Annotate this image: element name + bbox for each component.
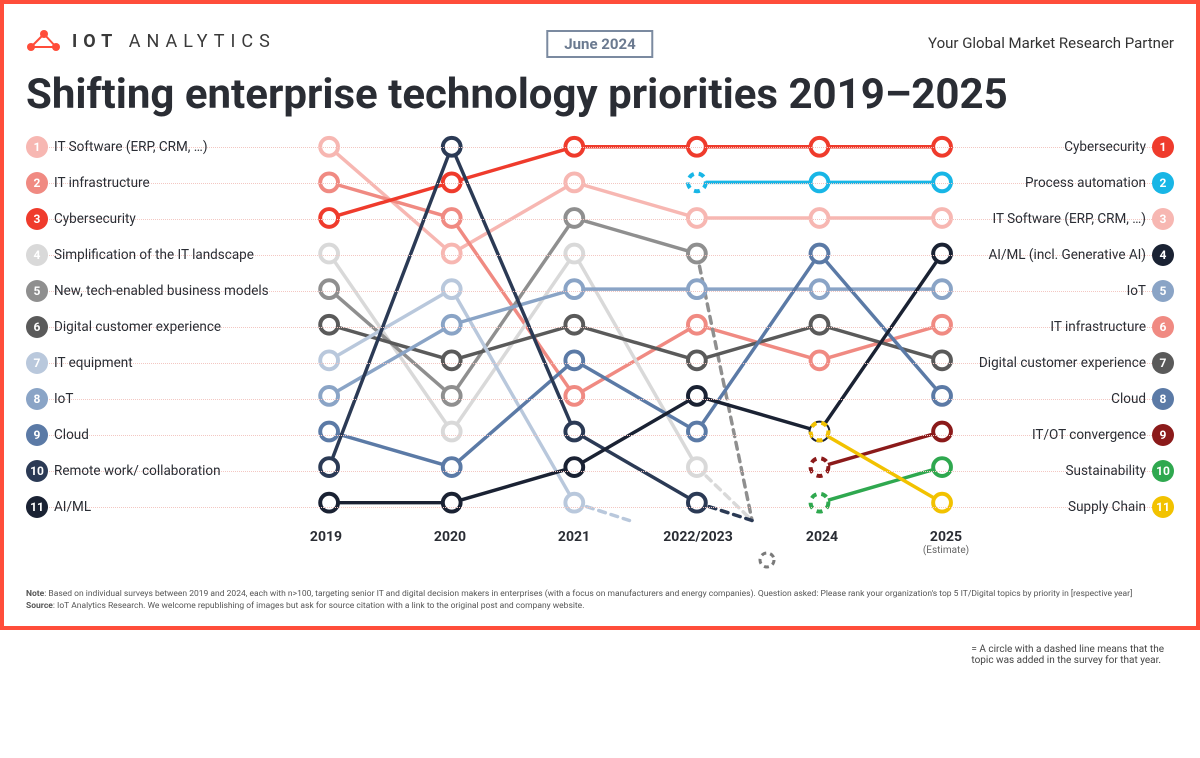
rank-label: IT Software (ERP, CRM, …)	[992, 211, 1146, 227]
left-rank-4: 4 Simplification of the IT landscape	[26, 244, 254, 266]
right-rank-3: 3 IT Software (ERP, CRM, …)	[992, 208, 1174, 230]
rank-badge: 2	[26, 172, 48, 194]
rank-label: IT/OT convergence	[1032, 427, 1146, 443]
rank-badge: 1	[1152, 136, 1174, 158]
rank-label: IT infrastructure	[1050, 319, 1146, 335]
x-label-2019: 2019	[310, 529, 342, 545]
rank-badge: 4	[26, 244, 48, 266]
logo-mark-icon	[24, 28, 62, 54]
rank-badge: 10	[26, 460, 48, 482]
rank-badge: 7	[26, 352, 48, 374]
x-label-2020: 2020	[434, 529, 466, 545]
rank-badge: 3	[26, 208, 48, 230]
rank-badge: 8	[26, 388, 48, 410]
logo-text-light: ANALYTICS	[118, 31, 276, 52]
gridline	[26, 399, 1174, 400]
right-rank-7: 7 Digital customer experience	[979, 352, 1174, 374]
left-rank-11: 11 AI/ML	[26, 496, 91, 518]
rank-badge: 1	[26, 136, 48, 158]
rank-label: Process automation	[1025, 175, 1146, 191]
rank-label: Cybersecurity	[1064, 139, 1146, 155]
x-label-2022/2023: 2022/2023	[663, 529, 732, 545]
right-rank-1: 1 Cybersecurity	[1064, 136, 1174, 158]
rank-badge: 6	[26, 316, 48, 338]
right-rank-9: 9 IT/OT convergence	[1032, 424, 1174, 446]
rank-label: New, tech-enabled business models	[54, 283, 269, 299]
rank-label: IoT	[1127, 283, 1146, 299]
rank-label: Cybersecurity	[54, 211, 136, 227]
right-rank-8: 8 Cloud	[1111, 388, 1174, 410]
page-title: Shifting enterprise technology prioritie…	[26, 70, 1008, 119]
rank-badge: 11	[26, 496, 48, 518]
left-rank-3: 3 Cybersecurity	[26, 208, 136, 230]
rank-badge: 11	[1152, 496, 1174, 518]
rank-badge: 2	[1152, 172, 1174, 194]
rank-badge: 9	[26, 424, 48, 446]
left-rank-9: 9 Cloud	[26, 424, 89, 446]
rank-label: IT infrastructure	[54, 175, 150, 191]
left-rank-10: 10 Remote work/ collaboration	[26, 460, 221, 482]
note-text: : Based on individual surveys between 20…	[44, 589, 1132, 599]
rank-badge: 7	[1152, 352, 1174, 374]
rank-label: IoT	[54, 391, 73, 407]
rank-label: IT Software (ERP, CRM, …)	[54, 139, 208, 155]
right-rank-6: 6 IT infrastructure	[1050, 316, 1174, 338]
source-label: Source	[26, 601, 53, 611]
rank-label: Supply Chain	[1068, 499, 1146, 515]
source-text: : IoT Analytics Research. We welcome rep…	[53, 601, 585, 611]
left-rank-2: 2 IT infrastructure	[26, 172, 150, 194]
bump-chart: 1 IT Software (ERP, CRM, …) 2 IT infrastruc…	[26, 128, 1174, 562]
right-rank-4: 4 AI/ML (incl. Generative AI)	[988, 244, 1174, 266]
x-label-2024: 2024	[806, 529, 838, 545]
x-label-2021: 2021	[558, 529, 590, 545]
right-rank-10: 10 Sustainability	[1066, 460, 1175, 482]
rank-badge: 9	[1152, 424, 1174, 446]
right-rank-2: 2 Process automation	[1025, 172, 1174, 194]
rank-label: Cloud	[54, 427, 89, 443]
footer-notes: Note: Based on individual surveys betwee…	[26, 589, 1174, 612]
chart-card: { "brand": { "name_bold": "IOT", "name_l…	[0, 0, 1200, 630]
right-rank-11: 11 Supply Chain	[1068, 496, 1174, 518]
left-rank-8: 8 IoT	[26, 388, 73, 410]
tagline: Your Global Market Research Partner	[928, 34, 1174, 52]
rank-label: Digital customer experience	[54, 319, 221, 335]
rank-label: AI/ML (incl. Generative AI)	[988, 247, 1146, 263]
right-rank-5: 5 IoT	[1127, 280, 1174, 302]
rank-badge: 4	[1152, 244, 1174, 266]
rank-badge: 5	[26, 280, 48, 302]
left-rank-7: 7 IT equipment	[26, 352, 133, 374]
gridline	[26, 435, 1174, 436]
rank-badge: 5	[1152, 280, 1174, 302]
bump-svg	[26, 128, 1174, 562]
brand-logo: IOT ANALYTICS	[24, 28, 276, 54]
date-badge: June 2024	[546, 30, 653, 58]
left-rank-6: 6 Digital customer experience	[26, 316, 221, 338]
left-rank-1: 1 IT Software (ERP, CRM, …)	[26, 136, 208, 158]
left-rank-5: 5 New, tech-enabled business models	[26, 280, 269, 302]
rank-badge: 3	[1152, 208, 1174, 230]
rank-label: Digital customer experience	[979, 355, 1146, 371]
gridline	[26, 183, 1174, 184]
rank-label: IT equipment	[54, 355, 133, 371]
rank-label: Sustainability	[1066, 463, 1147, 479]
dashed-legend: = A circle with a dashed line means that…	[758, 551, 1167, 758]
logo-text-bold: IOT	[72, 31, 118, 52]
logo-text: IOT ANALYTICS	[72, 31, 276, 52]
gridline	[26, 507, 1174, 508]
rank-label: AI/ML	[54, 499, 91, 515]
note-label: Note	[26, 589, 44, 599]
rank-label: Simplification of the IT landscape	[54, 247, 254, 263]
rank-badge: 8	[1152, 388, 1174, 410]
rank-badge: 10	[1152, 460, 1174, 482]
rank-badge: 6	[1152, 316, 1174, 338]
rank-label: Remote work/ collaboration	[54, 463, 221, 479]
rank-label: Cloud	[1111, 391, 1146, 407]
